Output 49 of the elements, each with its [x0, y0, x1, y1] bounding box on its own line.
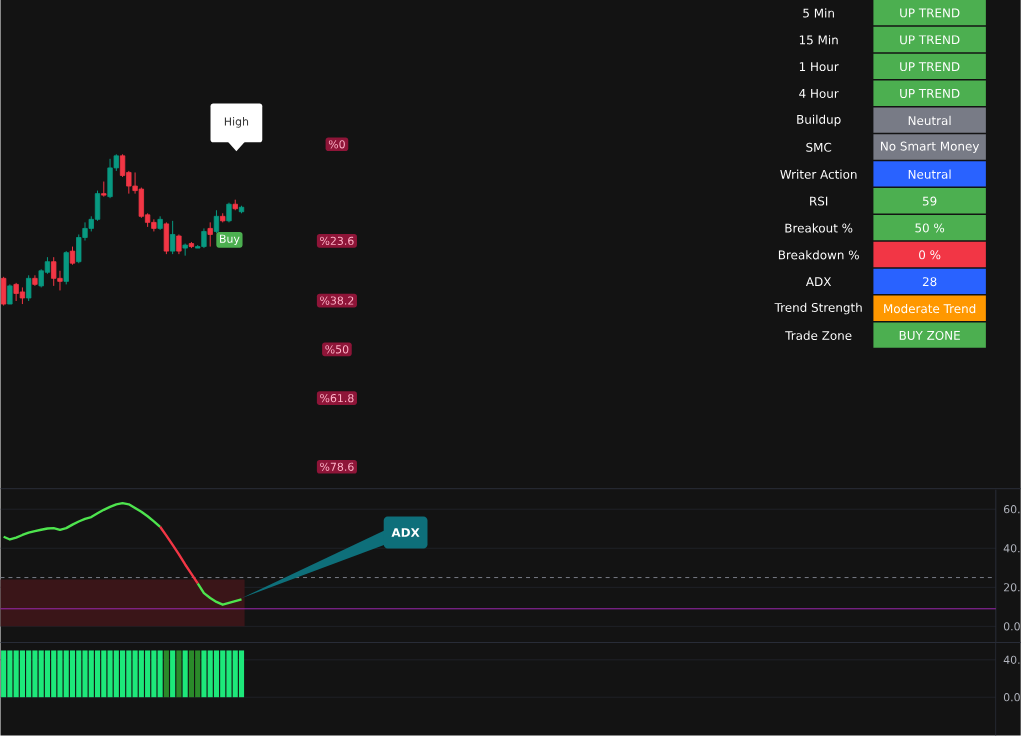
- line-series: [158, 525, 199, 585]
- text: High: [224, 117, 249, 128]
- category-label: Writer Action: [780, 169, 857, 179]
- candlestick: [7, 283, 13, 305]
- text: %0: [328, 140, 345, 149]
- category-label: RSI: [810, 196, 828, 206]
- candlestick: [207, 221, 213, 248]
- text: UP TREND: [900, 8, 960, 18]
- y-tick-label: 20.: [1003, 583, 1020, 592]
- y-tick-label: 0.0: [1003, 693, 1020, 702]
- category-label: Trade Zone: [785, 330, 852, 341]
- text: 28: [922, 277, 937, 287]
- category-label: Breakout %: [785, 223, 853, 233]
- text: 59: [922, 196, 937, 206]
- text: %78.6: [320, 462, 354, 471]
- text: Moderate Trend: [884, 303, 976, 314]
- category-label: 15 Min: [799, 35, 838, 45]
- text: Neutral: [908, 115, 951, 126]
- text: UP TREND: [900, 62, 960, 72]
- text: 0 %: [919, 250, 941, 260]
- text: UP TREND: [900, 35, 960, 45]
- category-label: 4 Hour: [799, 89, 839, 98]
- category-label: Trend Strength: [774, 302, 862, 315]
- candlestick: [69, 246, 76, 266]
- category-label: 1 Hour: [799, 62, 839, 72]
- y-tick-label: 60.: [1003, 505, 1020, 514]
- text: UP TREND: [900, 89, 960, 98]
- category-label: Buildup: [797, 114, 841, 127]
- annotation: %23.6: [320, 236, 354, 245]
- category-label: 5 Min: [803, 8, 834, 18]
- text: Neutral: [908, 169, 951, 179]
- text: %50: [325, 345, 349, 354]
- annotation: %38.2: [320, 296, 354, 305]
- category-label: Breakdown %: [778, 250, 859, 260]
- candlestick: [213, 209, 220, 234]
- text: %61.8: [320, 393, 354, 403]
- y-tick-label: 40.: [1003, 655, 1020, 664]
- category-label: ADX: [805, 277, 832, 287]
- y-tick-label: 0.0: [1003, 622, 1020, 631]
- candlestick: [176, 233, 182, 255]
- candlestick: [170, 220, 176, 255]
- text: 50 %: [915, 223, 945, 233]
- candlestick: [26, 274, 32, 302]
- text: BUY ZONE: [899, 330, 960, 340]
- text: No Smart Money: [881, 141, 980, 153]
- annotation: Buy: [220, 234, 240, 245]
- category-label: SMC: [806, 142, 832, 152]
- y-tick-label: 40.: [1003, 544, 1020, 553]
- annotation: ADX: [391, 528, 420, 537]
